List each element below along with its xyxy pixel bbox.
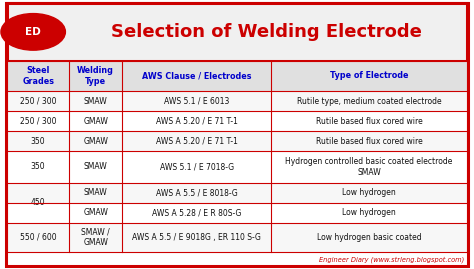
Text: SMAW: SMAW	[84, 97, 108, 106]
Text: Low hydrogen: Low hydrogen	[342, 188, 396, 197]
Text: Hydrogen controlled basic coated electrode
SMAW: Hydrogen controlled basic coated electro…	[285, 157, 453, 177]
Text: 350: 350	[31, 137, 46, 146]
Text: GMAW: GMAW	[83, 208, 108, 217]
Text: SMAW /
GMAW: SMAW / GMAW	[81, 227, 110, 247]
Text: Welding
Type: Welding Type	[77, 66, 114, 86]
Text: Rutile based flux cored wire: Rutile based flux cored wire	[316, 117, 422, 126]
Text: Steel
Grades: Steel Grades	[22, 66, 54, 86]
Text: AWS 5.1 / E 6013: AWS 5.1 / E 6013	[164, 97, 229, 106]
Text: SMAW: SMAW	[84, 188, 108, 197]
Text: 250 / 300: 250 / 300	[20, 117, 56, 126]
Text: 550 / 600: 550 / 600	[20, 233, 56, 242]
Text: 250 / 300: 250 / 300	[20, 97, 56, 106]
Text: Low hydrogen basic coated: Low hydrogen basic coated	[317, 233, 421, 242]
Text: Engineer Diary (www.strleng.blogspot.com): Engineer Diary (www.strleng.blogspot.com…	[319, 256, 465, 263]
Text: AWS 5.1 / E 7018-G: AWS 5.1 / E 7018-G	[160, 162, 234, 171]
Text: AWS Clause / Electrodes: AWS Clause / Electrodes	[142, 72, 252, 80]
Text: Selection of Welding Electrode: Selection of Welding Electrode	[111, 23, 421, 41]
Text: 450: 450	[31, 198, 46, 207]
Text: Rutile type, medium coated electrode: Rutile type, medium coated electrode	[297, 97, 441, 106]
Text: AWS A 5.28 / E R 80S-G: AWS A 5.28 / E R 80S-G	[152, 208, 241, 217]
Text: 350: 350	[31, 162, 46, 171]
Text: Low hydrogen: Low hydrogen	[342, 208, 396, 217]
Text: AWS A 5.20 / E 71 T-1: AWS A 5.20 / E 71 T-1	[156, 117, 237, 126]
Text: GMAW: GMAW	[83, 137, 108, 146]
Text: SMAW: SMAW	[84, 162, 108, 171]
Text: ED: ED	[25, 27, 41, 37]
Text: Rutile based flux cored wire: Rutile based flux cored wire	[316, 137, 422, 146]
Text: Type of Electrode: Type of Electrode	[330, 72, 409, 80]
Text: AWS A 5.20 / E 71 T-1: AWS A 5.20 / E 71 T-1	[156, 137, 237, 146]
Text: AWS A 5.5 / E 9018G , ER 110 S-G: AWS A 5.5 / E 9018G , ER 110 S-G	[132, 233, 261, 242]
Text: AWS A 5.5 / E 8018-G: AWS A 5.5 / E 8018-G	[156, 188, 237, 197]
Text: GMAW: GMAW	[83, 117, 108, 126]
